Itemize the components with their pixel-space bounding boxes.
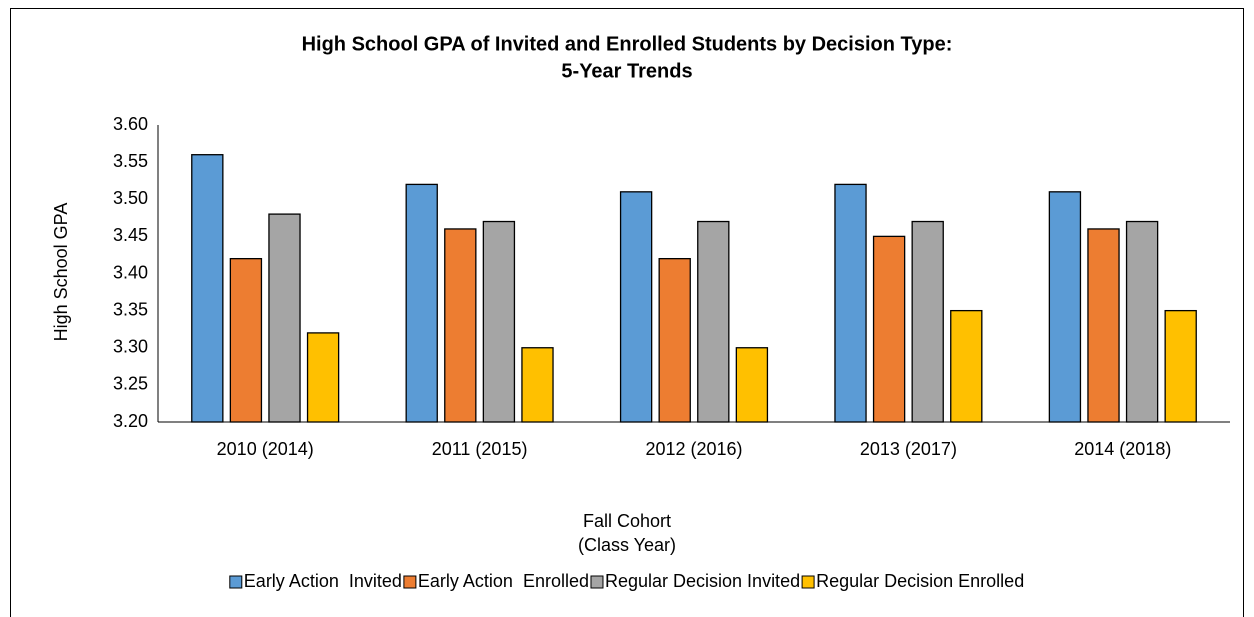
legend-label: Regular Decision Enrolled: [816, 571, 1024, 591]
x-tick-label: 2013 (2017): [860, 439, 957, 459]
bar: [1125, 220, 1159, 423]
y-tick-label: 3.25: [113, 374, 148, 394]
x-tick-label: 2014 (2018): [1074, 439, 1171, 459]
bar: [950, 309, 983, 423]
bar: [191, 154, 224, 423]
bar: [911, 220, 944, 423]
legend-label: Early Action Enrolled: [418, 571, 589, 591]
bar: [1048, 191, 1082, 423]
y-tick-label: 3.50: [113, 188, 148, 208]
y-tick-label: 3.55: [113, 151, 148, 171]
bar: [482, 220, 516, 423]
bar: [1164, 309, 1197, 423]
bar: [872, 235, 906, 423]
legend-swatch: [590, 575, 604, 589]
bar: [697, 220, 730, 423]
chart-title: High School GPA of Invited and Enrolled …: [302, 33, 953, 55]
y-tick-label: 3.60: [113, 114, 148, 134]
bar: [521, 347, 554, 423]
y-axis-title: High School GPA: [51, 203, 71, 342]
x-tick-label: 2010 (2014): [217, 439, 314, 459]
y-tick-label: 3.45: [113, 225, 148, 245]
bar: [658, 257, 691, 423]
legend-swatch: [801, 575, 815, 589]
bar: [405, 183, 438, 423]
x-axis-title: (Class Year): [578, 535, 676, 555]
legend-swatch: [403, 575, 417, 589]
y-tick-label: 3.30: [113, 337, 148, 357]
x-tick-label: 2012 (2016): [645, 439, 742, 459]
bar: [444, 228, 477, 423]
y-tick-label: 3.35: [113, 299, 148, 319]
bar: [735, 347, 769, 423]
bar: [1087, 228, 1120, 423]
legend-label: Early Action Invited: [244, 571, 402, 591]
bar: [306, 332, 340, 423]
y-tick-label: 3.40: [113, 262, 148, 282]
chart-frame: [10, 8, 1244, 617]
bar: [834, 183, 867, 423]
legend-swatch: [229, 575, 243, 589]
bar: [268, 213, 301, 423]
bar: [229, 257, 263, 423]
legend-label: Regular Decision Invited: [605, 571, 800, 591]
bar: [619, 191, 653, 423]
x-tick-label: 2011 (2015): [432, 439, 528, 459]
y-tick-label: 3.20: [113, 411, 148, 431]
chart-title: 5-Year Trends: [561, 60, 692, 82]
x-axis-title: Fall Cohort: [583, 511, 671, 531]
